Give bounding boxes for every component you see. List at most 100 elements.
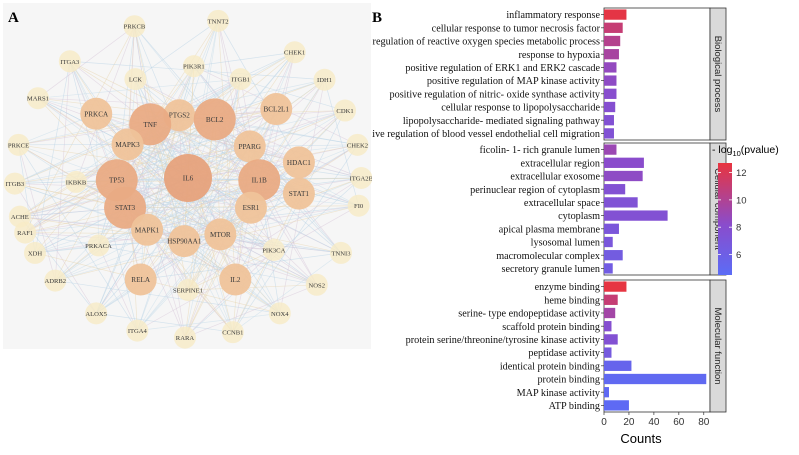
bar: [604, 400, 629, 410]
network-node-label: LCK: [129, 77, 142, 84]
bar: [604, 374, 706, 384]
x-axis-label: Counts: [620, 431, 662, 446]
network-node-label: RAF1: [17, 230, 33, 237]
bar: [604, 171, 643, 181]
network-node-label: MARS1: [27, 96, 49, 103]
bar: [604, 387, 609, 397]
network-node-label: TP53: [109, 177, 125, 185]
bar: [604, 308, 615, 318]
network-node-label: TNNI3: [331, 250, 351, 257]
network-node-label: PRKCE: [8, 142, 29, 149]
bar: [604, 36, 620, 46]
category-label: inflammatory response: [506, 10, 600, 21]
network-node-label: NOS2: [309, 282, 326, 289]
category-label: protein binding: [537, 375, 600, 386]
panel-a-network: TNNT2 PRKCB CHEK1 ITGA3 IDH1 PIK3R1 MARS1 LCK IT…: [0, 0, 372, 450]
network-node: IL2: [219, 264, 251, 296]
bar: [604, 295, 618, 305]
category-label: extracellular region: [521, 158, 600, 169]
network-node: HDAC1: [283, 146, 315, 178]
category-label: positive regulation of blood vessel endo…: [372, 129, 600, 140]
legend-colorbar: [718, 163, 732, 275]
network-node-label: ITGA3: [60, 59, 80, 66]
category-label: positive regulation of reactive oxygen s…: [372, 37, 600, 48]
network-node: IL6: [164, 154, 212, 202]
network-node: ITGA3: [59, 50, 81, 72]
network-node: BCL2: [194, 98, 236, 140]
network-node-label: ITGA2B: [350, 176, 372, 183]
bar: [604, 23, 623, 33]
category-label: macromolecular complex: [496, 251, 600, 262]
x-tick-label: 0: [601, 417, 607, 428]
network-node: XDH: [24, 242, 46, 264]
bar: [604, 75, 616, 85]
network-node-label: XDH: [28, 250, 43, 257]
network-node-label: ALOX5: [85, 311, 107, 318]
bar: [604, 9, 626, 19]
category-label: ATP binding: [549, 401, 600, 412]
network-node-label: HSP90AA1: [167, 238, 202, 246]
network-node-label: MTOR: [210, 231, 231, 239]
network-node-label: PTGS2: [169, 112, 191, 120]
category-label: MAP kinase activity: [517, 388, 601, 399]
bar: [604, 89, 616, 99]
network-node: IDH1: [314, 69, 336, 91]
bar: [604, 321, 611, 331]
x-tick-label: 80: [698, 417, 710, 428]
network-graph: TNNT2 PRKCB CHEK1 ITGA3 IDH1 PIK3R1 MARS1 LCK IT…: [0, 0, 372, 450]
bar: [604, 115, 614, 125]
network-node: MTOR: [204, 218, 236, 250]
network-node-label: PIK3R1: [183, 64, 205, 71]
category-label: peptidase activity: [528, 348, 600, 359]
category-label: extracellular exosome: [510, 172, 600, 183]
category-label: identical protein binding: [500, 361, 600, 372]
network-node-label: CDK1: [336, 108, 353, 115]
network-node: CHEK1: [284, 41, 306, 63]
network-node-label: ACHE: [11, 214, 29, 221]
panel-a-label: A: [8, 10, 19, 26]
network-node: RELA: [125, 264, 157, 296]
network-node-label: ITGB3: [5, 181, 24, 188]
network-node: PIK3R1: [183, 55, 205, 77]
network-node-label: PRKACA: [85, 243, 112, 250]
legend-tick-label: 6: [736, 250, 741, 261]
network-node: RAF1: [14, 222, 36, 244]
bar: [604, 224, 619, 234]
network-node: PPARG: [234, 130, 266, 162]
x-tick-label: 60: [673, 417, 685, 428]
category-label: cytoplasm: [558, 211, 600, 222]
network-node-label: RARA: [176, 335, 195, 342]
category-label: response to hypoxia: [519, 50, 601, 61]
network-node: RARA: [174, 327, 196, 349]
network-node-label: IKBKB: [66, 179, 87, 186]
bar: [604, 62, 616, 72]
network-node-label: IL2: [230, 276, 241, 284]
network-node: PRKCE: [8, 134, 30, 156]
network-node: NOX4: [269, 302, 291, 324]
network-node: TNNI3: [330, 242, 352, 264]
network-node: NOS2: [306, 274, 328, 296]
network-node-label: PRKCA: [84, 110, 109, 118]
bar: [604, 144, 616, 154]
network-node: TNNT2: [207, 10, 229, 32]
network-node-label: PRKCB: [124, 24, 146, 31]
category-label: ficolin- 1- rich granule lumen: [479, 145, 600, 156]
bar: [604, 49, 619, 59]
network-node-label: SERPINE1: [173, 288, 203, 295]
bar: [604, 263, 613, 273]
category-label: positive regulation of nitric- oxide syn…: [390, 89, 601, 100]
network-node-label: MAPK3: [115, 141, 140, 149]
bar: [604, 281, 626, 291]
category-label: enzyme binding: [535, 282, 600, 293]
category-label: perinuclear region of cytoplasm: [470, 185, 600, 196]
category-label: positive regulation of ERK1 and ERK2 cas…: [405, 63, 600, 74]
bar: [604, 184, 625, 194]
network-node-label: STAT1: [289, 190, 310, 198]
network-node-label: RELA: [131, 276, 151, 284]
network-node-label: IDH1: [317, 77, 332, 84]
category-label: protein serine/threonine/tyrosine kinase…: [406, 335, 601, 346]
